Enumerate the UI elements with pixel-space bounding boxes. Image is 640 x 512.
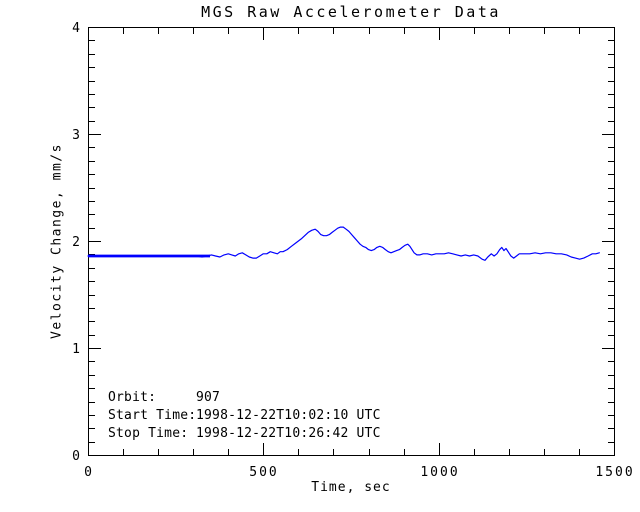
y-tick-label: 3 [72, 128, 82, 143]
annotation-orbit-label: Orbit: [108, 390, 157, 405]
y-tick-label: 2 [72, 235, 82, 250]
data-line [87, 226, 600, 261]
annotation-stop-time: Stop Time: 1998-12-22T10:26:42 UTC [108, 425, 381, 443]
x-tick-label: 500 [249, 465, 278, 480]
y-axis-title: Velocity Change, mm/s [49, 143, 65, 339]
y-tick-label: 1 [72, 342, 82, 357]
x-tick-label: 1000 [420, 465, 459, 480]
axes-box [88, 27, 615, 456]
x-axis-title: Time, sec [311, 480, 391, 495]
annotation-block: Orbit: 907 Start Time:1998-12-22T10:02:10… [108, 389, 381, 443]
annotation-orbit: Orbit: 907 [108, 389, 381, 407]
y-tick-label: 4 [72, 21, 82, 36]
x-tick-label: 0 [84, 465, 94, 480]
chart-title: MGS Raw Accelerometer Data [201, 3, 501, 21]
annotation-stop-time-value: 1998-12-22T10:26:42 UTC [196, 426, 381, 441]
annotation-start-time: Start Time:1998-12-22T10:02:10 UTC [108, 407, 381, 425]
y-tick-label: 0 [72, 449, 82, 464]
annotation-orbit-value: 907 [196, 390, 221, 405]
x-tick-label: 1500 [595, 465, 634, 480]
annotation-start-time-value: 1998-12-22T10:02:10 UTC [196, 408, 381, 423]
annotation-start-time-label: Start Time: [108, 408, 197, 423]
annotation-stop-time-label: Stop Time: [108, 426, 189, 441]
